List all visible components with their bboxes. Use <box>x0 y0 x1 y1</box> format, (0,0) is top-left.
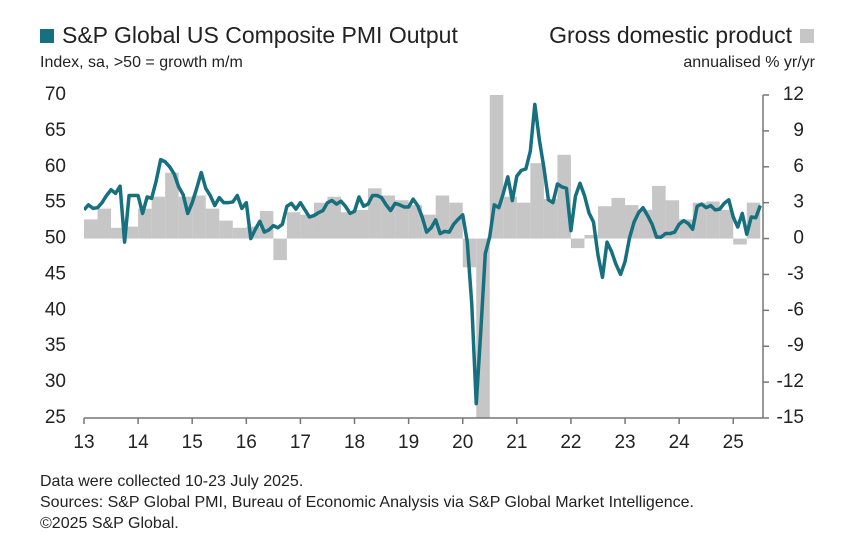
x-tick-label: 14 <box>128 432 150 453</box>
note: Data were collected 10-23 July 2025. <box>40 473 303 490</box>
bar <box>611 197 626 239</box>
bar-layer <box>84 95 761 418</box>
legend-swatch <box>40 29 54 43</box>
y2-tick-label: 0 <box>793 228 804 249</box>
y-tick-label: 65 <box>45 120 66 141</box>
y2-tick-label: -3 <box>787 263 804 284</box>
y-tick-label: 45 <box>45 263 66 284</box>
x-tick-label: 17 <box>290 432 311 453</box>
bar <box>503 196 517 239</box>
bar <box>138 208 152 239</box>
legend-swatch <box>800 29 814 43</box>
bar <box>354 209 369 239</box>
note: ©2025 S&P Global. <box>40 515 179 532</box>
axes: 25 30 35 40 45 50 55 60 65 70 -15 -12 -9 -6 -3 0 3 6 9 12 13… <box>45 84 804 453</box>
x-tick-label: 19 <box>398 432 419 453</box>
y-tick-label: 55 <box>45 192 66 213</box>
bar <box>597 206 612 239</box>
y-tick-label: 35 <box>45 335 66 356</box>
bar <box>395 200 409 239</box>
bar <box>165 172 179 239</box>
note: Sources: S&P Global PMI, Bureau of Econo… <box>40 494 694 511</box>
bar <box>219 220 233 239</box>
x-tick-label: 13 <box>73 432 94 453</box>
y2-tick-label: 6 <box>793 156 804 177</box>
y2-tick-label: 3 <box>793 192 804 213</box>
bar <box>286 212 301 239</box>
y2-axis-label: annualised % yr/yr <box>683 54 815 71</box>
bar <box>557 154 571 239</box>
x-tick-label: 15 <box>182 432 203 453</box>
bar <box>84 219 98 239</box>
bar <box>124 226 139 239</box>
bar <box>408 205 423 239</box>
bar <box>719 209 734 239</box>
line-layer <box>84 102 762 406</box>
bar <box>340 212 355 239</box>
bar <box>300 214 314 239</box>
y-tick-label: 60 <box>45 156 66 177</box>
bar <box>97 208 112 239</box>
y2-tick-label: -9 <box>787 335 804 356</box>
x-tick-label: 16 <box>236 432 257 453</box>
bar <box>530 163 544 239</box>
bar <box>516 202 531 239</box>
y2-tick-label: -15 <box>777 407 804 428</box>
y-tick-label: 25 <box>45 407 66 428</box>
bar <box>584 234 598 239</box>
y-tick-label: 50 <box>45 228 66 249</box>
x-tick-label: 21 <box>506 432 527 453</box>
bar <box>273 238 287 261</box>
bar <box>625 205 639 239</box>
y2-tick-label: -6 <box>787 299 804 320</box>
y2-tick-label: 9 <box>793 120 804 141</box>
pmi-line <box>84 102 762 406</box>
x-tick-label: 23 <box>614 432 635 453</box>
bar <box>327 196 341 239</box>
bar <box>151 196 166 239</box>
y2-tick-label: -12 <box>777 371 804 392</box>
y2-tick-label: 12 <box>783 84 804 105</box>
y-tick-label: 40 <box>45 299 66 320</box>
x-tick-label: 24 <box>669 432 691 453</box>
legend-label: S&P Global US Composite PMI Output <box>62 22 458 48</box>
y-axis-label: Index, sa, >50 = growth m/m <box>40 54 243 71</box>
y-tick-label: 70 <box>45 84 66 105</box>
bar <box>232 227 247 239</box>
x-tick-label: 18 <box>344 432 365 453</box>
x-tick-label: 20 <box>452 432 473 453</box>
bar <box>192 195 206 239</box>
bar <box>570 238 585 249</box>
bar <box>733 238 747 245</box>
bar <box>111 227 125 239</box>
x-tick-label: 25 <box>723 432 744 453</box>
y-tick-label: 30 <box>45 371 66 392</box>
legend-label: Gross domestic product <box>549 22 792 48</box>
bar <box>205 208 220 239</box>
bar <box>543 199 558 239</box>
bar <box>652 185 666 239</box>
x-tick-label: 22 <box>560 432 581 453</box>
